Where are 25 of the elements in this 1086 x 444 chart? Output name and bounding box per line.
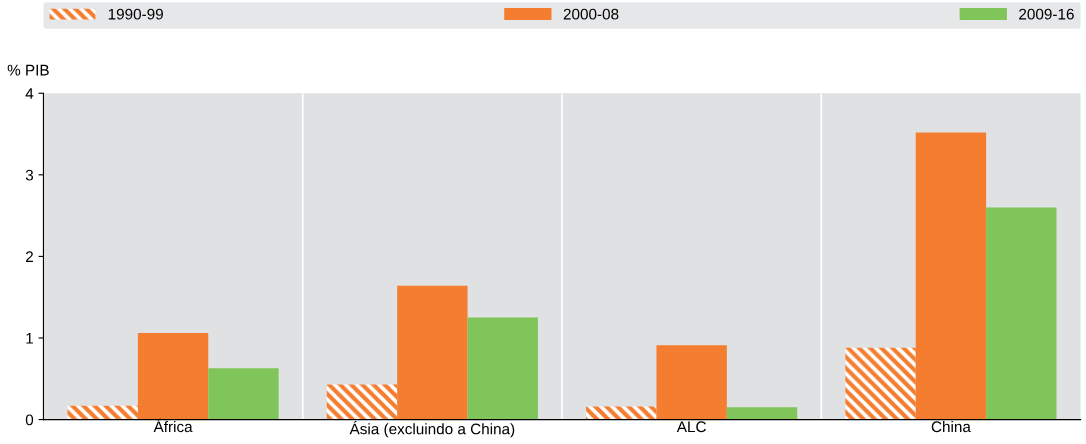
y-tick-label: 4 <box>25 88 34 99</box>
y-tick-label: 3 <box>25 169 34 181</box>
legend-label: 2000-08 <box>563 8 619 20</box>
y-tick-label: 0 <box>25 414 34 426</box>
bar <box>845 347 916 420</box>
x-tick-label: África <box>153 418 193 433</box>
bar <box>586 406 657 420</box>
x-tick-label: China <box>931 420 971 433</box>
bar <box>208 368 279 420</box>
y-tick-label: 2 <box>25 251 33 262</box>
x-tick-label: ALC <box>676 421 706 433</box>
bar <box>986 207 1057 420</box>
legend-label: 1990-99 <box>108 8 163 20</box>
y-axis-title: % PIB <box>7 64 49 76</box>
bar <box>915 132 987 420</box>
x-tick-label: Ásia (excluindo a China) <box>349 420 515 438</box>
bar <box>397 285 468 420</box>
bar <box>137 333 209 420</box>
bar <box>67 405 138 420</box>
bar <box>326 384 398 420</box>
bar <box>656 345 727 420</box>
legend-label: 2009-16 <box>1019 8 1074 20</box>
bar <box>467 317 538 420</box>
bar <box>726 407 798 420</box>
y-tick-label: 1 <box>26 333 33 344</box>
